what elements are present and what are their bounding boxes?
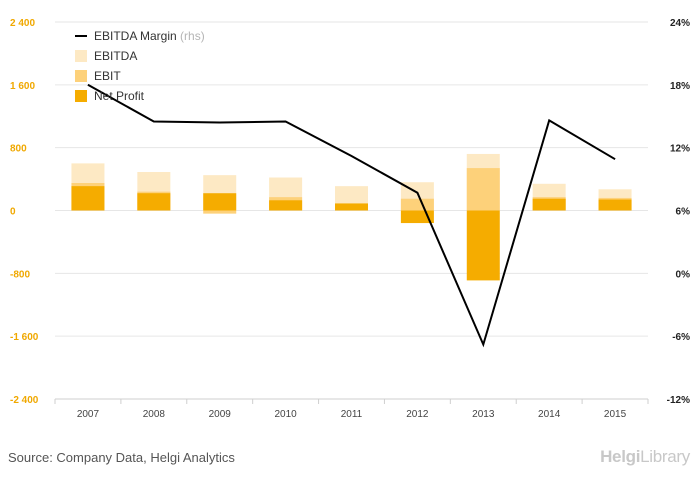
left-axis: 2 400 1 600 800 0 -800 -1 600 -2 400 bbox=[10, 18, 39, 406]
right-tick-label: 24% bbox=[670, 18, 690, 29]
logo-bold: Helgi bbox=[600, 447, 641, 466]
right-tick-label: 12% bbox=[670, 144, 690, 155]
ebit-bar bbox=[466, 168, 500, 211]
left-tick-label: 2 400 bbox=[10, 18, 35, 29]
x-tick-label: 2013 bbox=[472, 409, 495, 420]
legend-note-rhs: (rhs) bbox=[180, 29, 205, 43]
net-profit-bar bbox=[71, 186, 105, 211]
x-tick-label: 2007 bbox=[77, 409, 100, 420]
right-tick-label: 18% bbox=[670, 81, 690, 92]
left-tick-label: 0 bbox=[10, 207, 16, 218]
logo-light: Library bbox=[640, 447, 690, 466]
legend: EBITDA Margin (rhs) EBITDA EBIT Net Profit bbox=[75, 29, 205, 103]
legend-swatch-net-profit bbox=[75, 90, 87, 102]
left-tick-label: -2 400 bbox=[10, 395, 39, 406]
margin-line bbox=[87, 83, 616, 348]
legend-swatch-ebit bbox=[75, 70, 87, 82]
x-tick-label: 2011 bbox=[341, 409, 363, 420]
helgi-library-logo: HelgiLibrary bbox=[600, 447, 690, 467]
right-tick-label: 0% bbox=[676, 269, 691, 280]
x-axis: 2007 2008 2009 2010 2011 2012 2013 2014 2015 bbox=[54, 398, 649, 420]
net-profit-bar bbox=[335, 203, 368, 211]
x-tick-label: 2009 bbox=[209, 409, 232, 420]
x-tick-label: 2012 bbox=[406, 409, 429, 420]
x-tick-label: 2015 bbox=[604, 409, 627, 420]
left-tick-label: -800 bbox=[10, 269, 30, 280]
x-tick-label: 2008 bbox=[143, 409, 166, 420]
net-profit-bar bbox=[598, 199, 632, 211]
right-tick-label: 6% bbox=[676, 207, 691, 218]
legend-label-ebitda: EBITDA bbox=[94, 49, 137, 63]
right-axis: 24% 18% 12% 6% 0% -6% -12% bbox=[667, 18, 690, 406]
bars bbox=[71, 153, 632, 281]
net-profit-bar bbox=[269, 200, 303, 211]
x-tick-label: 2010 bbox=[274, 409, 297, 420]
net-profit-bar bbox=[466, 210, 500, 281]
source-note: Source: Company Data, Helgi Analytics bbox=[8, 450, 235, 465]
right-tick-label: -12% bbox=[667, 395, 690, 406]
left-tick-label: 1 600 bbox=[10, 81, 35, 92]
net-profit-bar bbox=[203, 193, 237, 211]
legend-label-ebit: EBIT bbox=[94, 69, 121, 83]
legend-label-ebitda-margin: EBITDA Margin (rhs) bbox=[94, 29, 205, 43]
ebit-bar bbox=[203, 210, 237, 214]
left-tick-label: -1 600 bbox=[10, 332, 39, 343]
x-tick-label: 2014 bbox=[538, 409, 561, 420]
net-profit-bar bbox=[137, 193, 171, 211]
net-profit-bar bbox=[532, 198, 566, 211]
legend-label-net-profit: Net Profit bbox=[94, 89, 145, 103]
legend-swatch-ebitda bbox=[75, 50, 87, 62]
left-tick-label: 800 bbox=[10, 144, 27, 155]
ebitda-margin-line bbox=[87, 83, 616, 348]
right-tick-label: -6% bbox=[672, 332, 690, 343]
ebit-bar bbox=[400, 198, 434, 211]
